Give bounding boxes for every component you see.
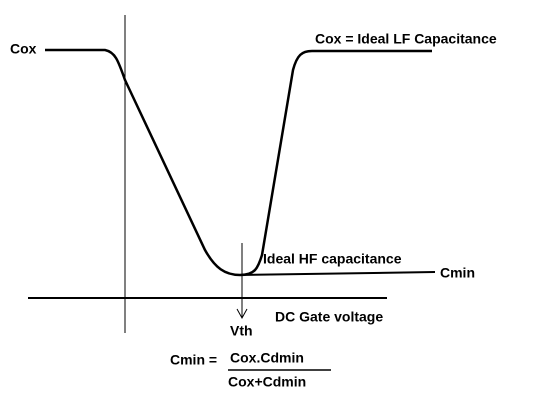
vth-label: Vth (230, 323, 253, 339)
formula-denominator: Cox+Cdmin (228, 374, 306, 390)
x-axis-label: DC Gate voltage (275, 309, 383, 325)
cox-label: Cox (10, 41, 37, 57)
cmin-label: Cmin (440, 265, 475, 281)
hf-label: Ideal HF capacitance (263, 251, 402, 267)
formula-numerator: Cox.Cdmin (230, 350, 304, 366)
lf-label: Cox = Ideal LF Capacitance (315, 31, 497, 47)
formula-lhs: Cmin = (170, 352, 217, 368)
hf-curve (239, 271, 436, 276)
vth-arrowhead (236, 308, 248, 320)
